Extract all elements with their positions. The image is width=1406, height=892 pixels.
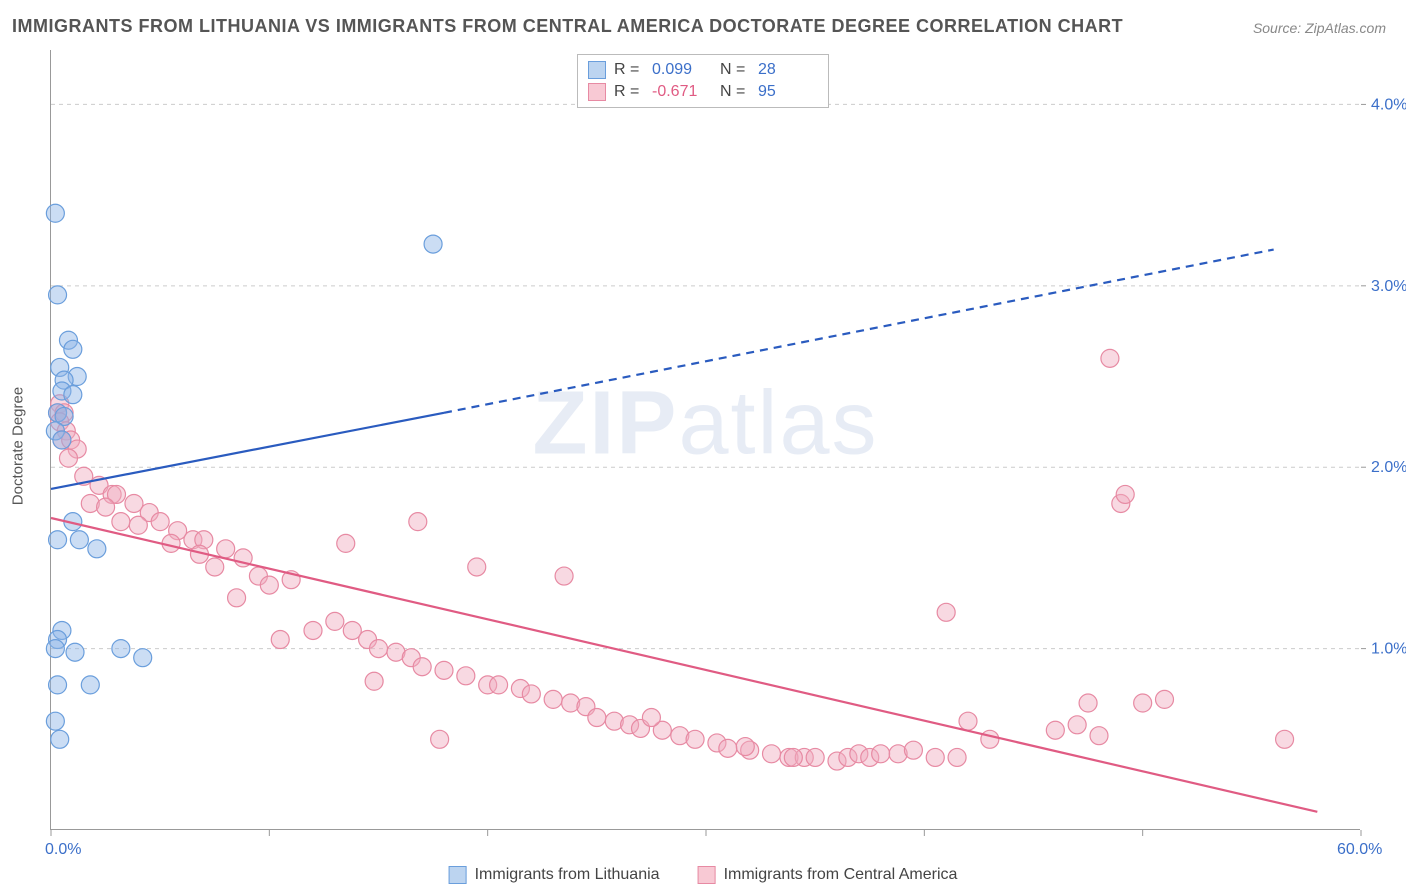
legend-swatch xyxy=(698,866,716,884)
point-lithuania xyxy=(134,649,152,667)
point-central-america xyxy=(129,516,147,534)
point-lithuania xyxy=(53,431,71,449)
point-central-america xyxy=(1046,721,1064,739)
point-central-america xyxy=(97,498,115,516)
point-central-america xyxy=(1079,694,1097,712)
point-lithuania xyxy=(112,640,130,658)
legend-series-label: Immigrants from Lithuania xyxy=(475,866,660,884)
point-central-america xyxy=(904,741,922,759)
point-central-america xyxy=(763,745,781,763)
point-central-america xyxy=(59,449,77,467)
point-central-america xyxy=(468,558,486,576)
point-central-america xyxy=(413,658,431,676)
point-central-america xyxy=(937,603,955,621)
legend-r-label: R = xyxy=(614,61,644,79)
point-central-america xyxy=(1068,716,1086,734)
point-central-america xyxy=(1090,727,1108,745)
point-central-america xyxy=(1156,690,1174,708)
legend-r-label: R = xyxy=(614,83,644,101)
point-central-america xyxy=(959,712,977,730)
point-central-america xyxy=(736,738,754,756)
point-lithuania xyxy=(49,676,67,694)
point-lithuania xyxy=(46,204,64,222)
legend-series-label: Immigrants from Central America xyxy=(724,866,958,884)
point-lithuania xyxy=(424,235,442,253)
point-central-america xyxy=(1276,730,1294,748)
legend-n-value: 28 xyxy=(758,61,818,79)
y-tick-label: 3.0% xyxy=(1371,278,1406,295)
point-central-america xyxy=(490,676,508,694)
point-central-america xyxy=(948,748,966,766)
point-central-america xyxy=(719,739,737,757)
point-lithuania xyxy=(81,676,99,694)
point-central-america xyxy=(151,513,169,531)
point-central-america xyxy=(337,534,355,552)
point-lithuania xyxy=(64,340,82,358)
point-central-america xyxy=(1116,485,1134,503)
legend-series-item: Immigrants from Lithuania xyxy=(449,866,660,884)
series-legend: Immigrants from Lithuania Immigrants from… xyxy=(449,866,958,884)
point-central-america xyxy=(112,513,130,531)
y-tick-label: 1.0% xyxy=(1371,641,1406,658)
point-central-america xyxy=(304,621,322,639)
point-central-america xyxy=(588,709,606,727)
point-lithuania xyxy=(70,531,88,549)
legend-correlation-row: R = 0.099 N = 28 xyxy=(588,59,818,81)
legend-n-label: N = xyxy=(720,83,750,101)
point-central-america xyxy=(1101,349,1119,367)
legend-series-item: Immigrants from Central America xyxy=(698,866,958,884)
chart-container: IMMIGRANTS FROM LITHUANIA VS IMMIGRANTS … xyxy=(0,0,1406,892)
point-central-america xyxy=(326,612,344,630)
point-central-america xyxy=(926,748,944,766)
point-central-america xyxy=(435,661,453,679)
x-tick-label: 0.0% xyxy=(45,841,81,858)
point-central-america xyxy=(370,640,388,658)
point-lithuania xyxy=(49,531,67,549)
point-central-america xyxy=(806,748,824,766)
point-lithuania xyxy=(49,286,67,304)
point-central-america xyxy=(365,672,383,690)
point-central-america xyxy=(228,589,246,607)
plot-area: ZIPatlas 1.0%2.0%3.0%4.0%0.0%60.0% xyxy=(50,50,1360,830)
point-central-america xyxy=(206,558,224,576)
source-attribution: Source: ZipAtlas.com xyxy=(1253,20,1386,36)
point-central-america xyxy=(271,631,289,649)
point-central-america xyxy=(544,690,562,708)
point-central-america xyxy=(431,730,449,748)
y-tick-label: 4.0% xyxy=(1371,96,1406,113)
chart-title: IMMIGRANTS FROM LITHUANIA VS IMMIGRANTS … xyxy=(12,16,1123,37)
legend-swatch xyxy=(588,61,606,79)
point-central-america xyxy=(872,745,890,763)
point-central-america xyxy=(522,685,540,703)
point-central-america xyxy=(457,667,475,685)
point-central-america xyxy=(409,513,427,531)
point-central-america xyxy=(981,730,999,748)
point-lithuania xyxy=(46,640,64,658)
point-central-america xyxy=(555,567,573,585)
point-central-america xyxy=(260,576,278,594)
point-lithuania xyxy=(88,540,106,558)
point-lithuania xyxy=(46,712,64,730)
y-tick-label: 2.0% xyxy=(1371,459,1406,476)
legend-n-value: 95 xyxy=(758,83,818,101)
legend-correlation-row: R = -0.671 N = 95 xyxy=(588,81,818,103)
point-lithuania xyxy=(51,730,69,748)
point-central-america xyxy=(784,748,802,766)
point-central-america xyxy=(642,709,660,727)
point-lithuania xyxy=(66,643,84,661)
legend-r-value: 0.099 xyxy=(652,61,712,79)
legend-swatch xyxy=(449,866,467,884)
point-central-america xyxy=(217,540,235,558)
point-central-america xyxy=(686,730,704,748)
legend-n-label: N = xyxy=(720,61,750,79)
y-axis-label: Doctorate Degree xyxy=(10,387,27,505)
x-tick-label: 60.0% xyxy=(1337,841,1382,858)
point-central-america xyxy=(1134,694,1152,712)
legend-swatch xyxy=(588,83,606,101)
legend-r-value: -0.671 xyxy=(652,83,712,101)
plot-svg: 1.0%2.0%3.0%4.0%0.0%60.0% xyxy=(51,50,1360,829)
correlation-legend: R = 0.099 N = 28 R = -0.671 N = 95 xyxy=(577,54,829,108)
point-lithuania xyxy=(64,386,82,404)
